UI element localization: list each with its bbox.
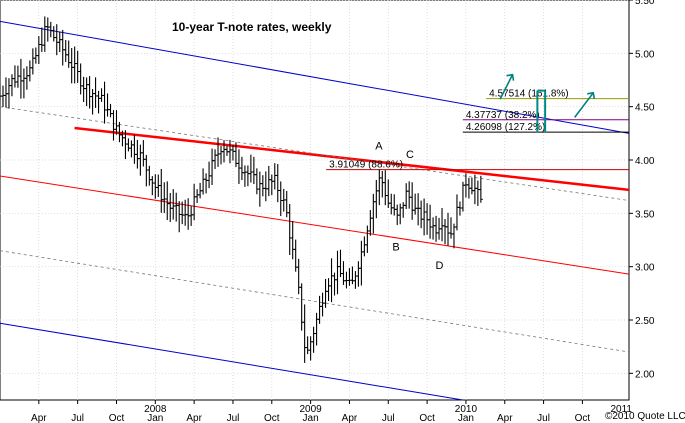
wave-label-B: B	[392, 242, 399, 254]
arrow-head	[506, 73, 515, 81]
x-month-label: Apr	[186, 413, 202, 423]
y-tick-label: 2.00	[635, 369, 655, 380]
x-year-label: 2008	[144, 404, 167, 415]
y-tick-label: 4.00	[635, 156, 655, 167]
channel-line-upper-blue	[0, 20, 630, 134]
y-tick-label: 2.50	[635, 316, 655, 327]
y-tick-label: 4.50	[635, 103, 655, 114]
y-axis-labels: 5.50 5.00 4.50 4.00 3.50 3.00 2.50 2.00	[635, 0, 655, 380]
x-month-label: Jan	[147, 413, 163, 423]
arrow-shaft	[574, 92, 594, 118]
fib-label: 3.91049 (88.6%)	[329, 160, 403, 171]
x-month-label: Apr	[31, 413, 47, 423]
x-month-label: Jul	[382, 413, 395, 423]
x-month-label: Jan	[458, 413, 474, 423]
fib-label: 4.26098 (127.2%)	[466, 122, 546, 133]
wave-label-C: C	[406, 149, 414, 161]
y-tick-label: 3.50	[635, 209, 655, 220]
channel-line-lower-red	[0, 175, 630, 275]
y-tick-label: 5.00	[635, 49, 655, 60]
x-month-label: Apr	[497, 413, 513, 423]
x-month-label: Jul	[71, 413, 84, 423]
wave-label-A: A	[375, 140, 383, 152]
arrow-head	[587, 91, 596, 99]
copyright-text: ©2010 Quote LLC	[605, 411, 685, 422]
y-tick-label: 5.50	[635, 0, 655, 7]
fib-label: 4.57514 (161.8%)	[489, 89, 569, 100]
x-month-label: Oct	[419, 413, 435, 423]
price-bar	[478, 175, 483, 203]
x-year-label: 2009	[299, 404, 322, 415]
x-year-label: 2011	[610, 404, 632, 415]
price-bars	[0, 16, 483, 363]
channel-line-lower-dash	[0, 250, 630, 353]
x-month-label: Apr	[342, 413, 358, 423]
fib-levels: 4.57514 (161.8%) 4.37737 (38.2%)4.26098 (…	[326, 89, 629, 171]
x-month-label: Oct	[109, 413, 125, 423]
channel-line-upper-dash	[0, 106, 630, 201]
y-tick-label: 3.00	[635, 263, 655, 274]
x-month-label: Jul	[537, 413, 550, 423]
chart-title: 10-year T-note rates, weekly	[172, 20, 332, 34]
wave-label-D: D	[436, 260, 444, 272]
overlays: A B C D	[375, 73, 596, 272]
x-month-label: Oct	[575, 413, 591, 423]
x-month-label: Oct	[264, 413, 280, 423]
x-month-label: Jul	[227, 413, 240, 423]
channel-lines	[0, 20, 630, 401]
arrow-shaft	[499, 74, 514, 100]
plot-frame	[0, 0, 630, 401]
x-year-label: 2010	[455, 404, 478, 415]
channel-line-lower-blue	[0, 322, 463, 401]
x-month-label: Jan	[303, 413, 319, 423]
fib-label: 4.37737 (38.2%)	[466, 110, 540, 121]
